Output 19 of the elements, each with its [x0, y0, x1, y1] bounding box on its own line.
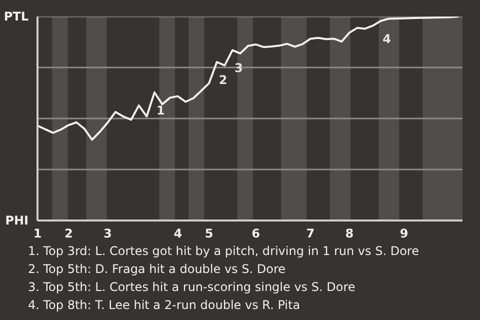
annotation: 1: [156, 103, 165, 118]
text: PTL: [4, 10, 29, 24]
x-tick-label: 4: [174, 226, 182, 240]
x-tick-label: 7: [306, 226, 315, 240]
annotation: 2: [218, 72, 228, 87]
annotation: 3: [234, 61, 243, 76]
annotation: 4: [382, 32, 391, 46]
text: 4. Top 8th: T. Lee hit a 2-run double vs R. Pita: [28, 297, 302, 314]
text: 2. Top 5th: D. Fraga hit a double vs S. Dore: [28, 261, 286, 278]
x-tick-label: 2: [64, 226, 73, 240]
x-tick-label: 3: [104, 226, 112, 240]
x-tick-label: 9: [400, 226, 408, 240]
x-tick-label: 6: [252, 226, 260, 240]
x-tick-label: 8: [345, 226, 354, 240]
text: 1. Top 3rd: L. Cortes got hit by a pitch, driving in 1 run vs S. Dore: [28, 243, 419, 260]
x-tick-label: 5: [204, 226, 214, 240]
text: PHI: [5, 214, 29, 228]
x-tick-label: 1: [33, 226, 42, 240]
text: 3. Top 5th: L. Cortes hit a run-scoring single vs S. Dore: [28, 279, 356, 296]
